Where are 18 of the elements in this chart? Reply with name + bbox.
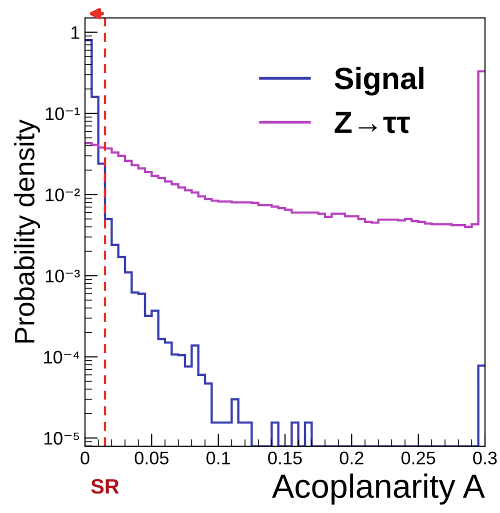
x-tick-label: 0.2 xyxy=(340,452,364,464)
ref-line-label: SR xyxy=(91,478,120,494)
y-tick-label: 10⁻³ xyxy=(46,270,80,282)
x-axis-title: Acoplanarity A xyxy=(272,474,485,505)
y-tick-label: 10⁻⁴ xyxy=(44,350,80,364)
x-tick-label: 0.3 xyxy=(473,452,497,464)
y-tick-label: 10⁻⁵ xyxy=(44,432,80,445)
x-tick-label: 0.05 xyxy=(134,452,168,464)
y-tick-label: 1 xyxy=(71,26,80,39)
x-tick-label: 0.15 xyxy=(268,452,302,464)
legend-label: Signal xyxy=(334,66,424,96)
y-axis-title: Probability density xyxy=(14,119,40,343)
legend-label: Z→ττ xyxy=(334,112,410,134)
x-tick-label: 0 xyxy=(80,452,90,464)
x-tick-label: 0.1 xyxy=(206,452,230,464)
y-tick-label: 10⁻¹ xyxy=(46,107,80,120)
x-tick-label: 0.25 xyxy=(401,452,436,464)
y-tick-label: 10⁻² xyxy=(46,188,80,202)
